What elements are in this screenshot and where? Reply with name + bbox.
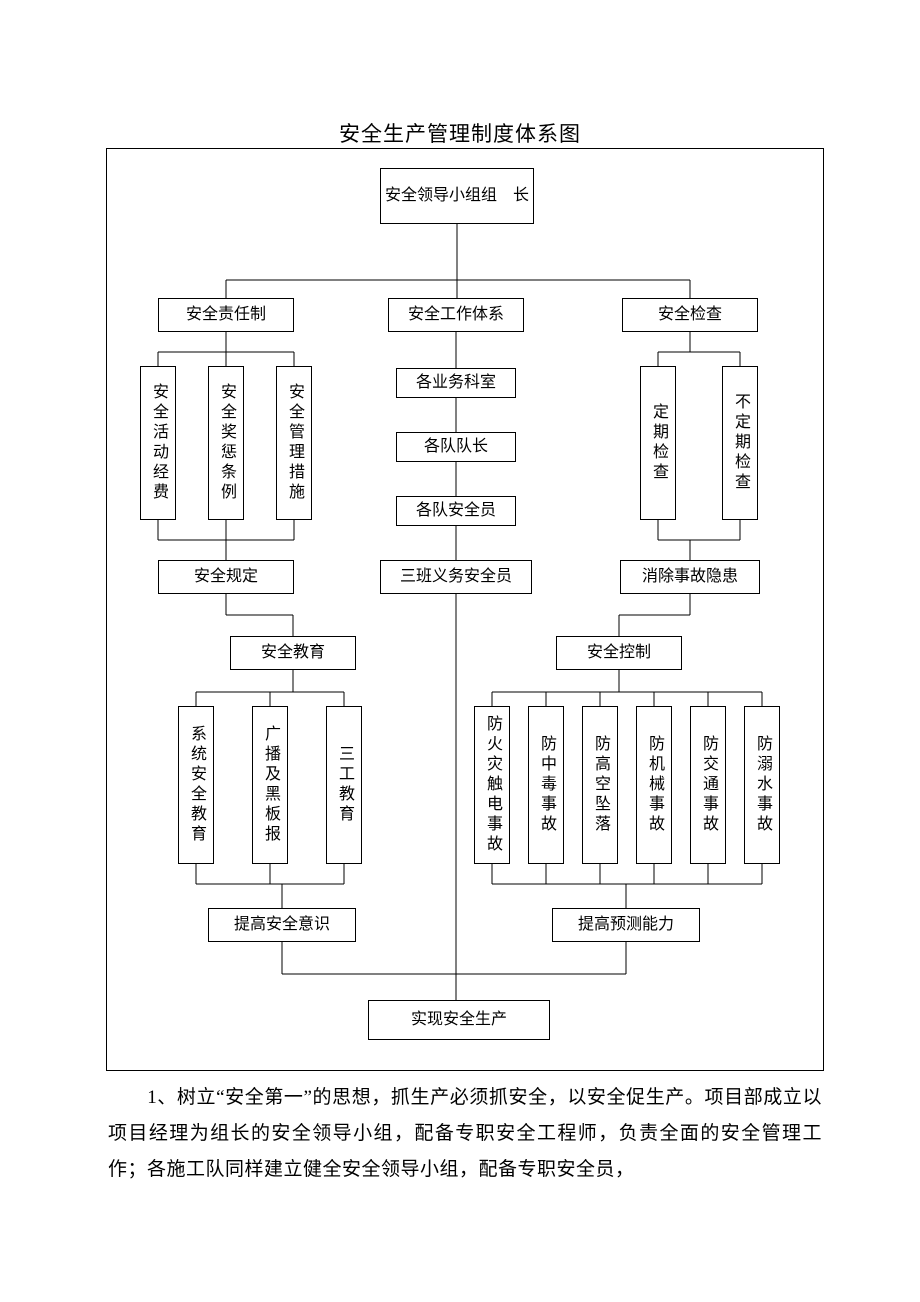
- connector-lines: [0, 0, 920, 1302]
